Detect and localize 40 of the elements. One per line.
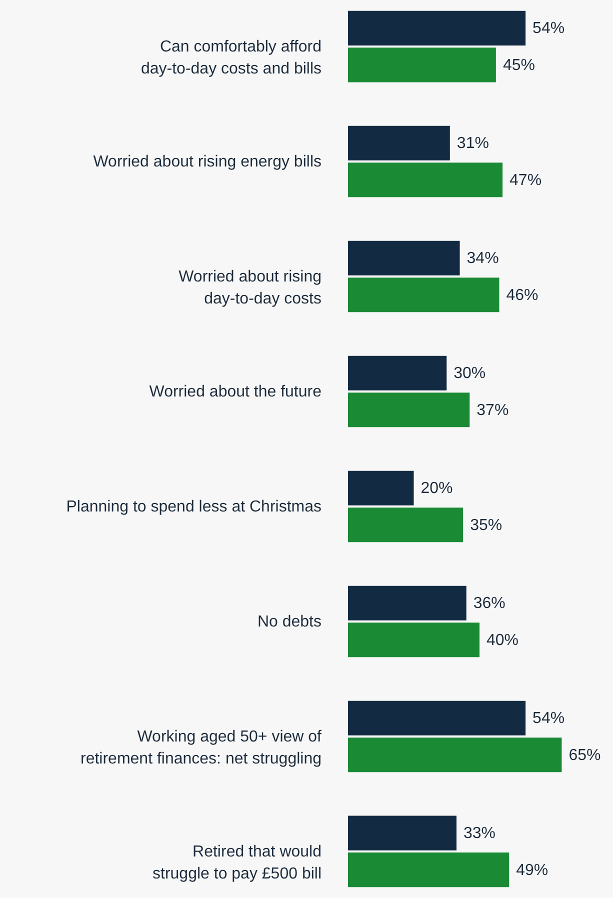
bar — [348, 356, 447, 390]
data-label: 45% — [502, 56, 535, 74]
data-label: 40% — [486, 632, 519, 649]
data-label: 20% — [420, 480, 453, 498]
bar — [348, 10, 526, 46]
y-tick-label: Retired that would struggle to pay £500 bill — [152, 843, 322, 882]
y-tick-label: Working aged 50+ view of retirement finances: net struggling — [80, 728, 322, 768]
bar — [348, 622, 480, 658]
y-tick-label: Worried about the future — [149, 384, 322, 401]
bar — [348, 586, 466, 620]
data-label: 36% — [473, 595, 506, 612]
data-label: 30% — [454, 365, 486, 382]
bar — [348, 240, 460, 276]
data-label: 65% — [568, 746, 601, 764]
y-tick-label: Can comfortably afford day-to-day costs and bills — [140, 38, 322, 78]
y-tick-label: No debts — [257, 613, 322, 630]
data-label: 31% — [456, 135, 489, 152]
bar — [348, 278, 500, 312]
data-label: 49% — [516, 862, 548, 879]
data-label: 46% — [506, 286, 538, 304]
y-tick-label: Worried about rising day-to-day costs — [178, 268, 322, 308]
bar — [348, 738, 562, 772]
bar — [348, 126, 450, 160]
data-label: 33% — [464, 825, 496, 842]
y-tick-label: Planning to spend less at Christmas — [66, 498, 322, 516]
bar — [348, 470, 414, 506]
bar — [348, 162, 503, 198]
y-tick-label: Worried about rising energy bills — [93, 154, 322, 171]
data-label: 35% — [470, 516, 502, 534]
bar — [348, 392, 470, 428]
data-label: 34% — [466, 250, 499, 268]
bar — [348, 48, 496, 82]
data-label: 54% — [532, 710, 565, 728]
bar — [348, 700, 526, 736]
data-label: 37% — [476, 402, 509, 419]
bar — [348, 508, 464, 542]
data-label: 47% — [510, 172, 542, 189]
bar — [348, 852, 510, 888]
bar — [348, 816, 456, 850]
data-label: 54% — [532, 20, 565, 38]
